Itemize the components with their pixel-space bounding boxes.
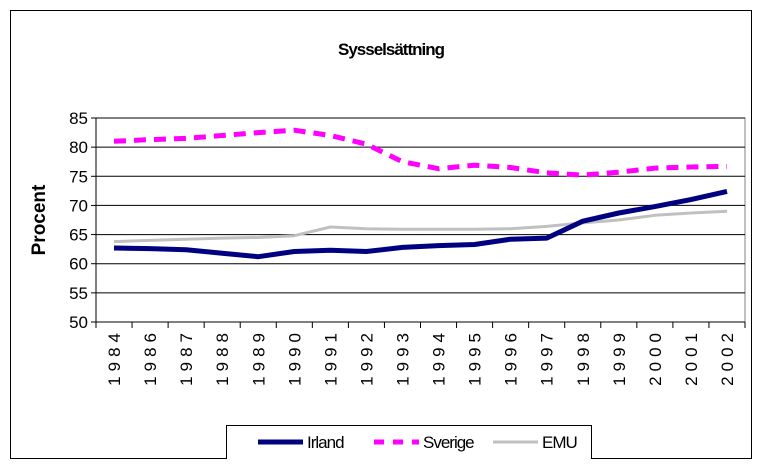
- x-tick-label: 2000: [646, 328, 665, 386]
- legend: Irland Sverige EMU: [226, 425, 592, 464]
- series-line-emu: [113, 209, 728, 244]
- series-line-irland: [113, 188, 728, 260]
- x-tick-label: 2001: [682, 328, 701, 386]
- plot-area: [95, 117, 746, 323]
- x-tick-label: 1992: [357, 328, 376, 386]
- y-tick-label: 75: [69, 167, 88, 186]
- y-axis-label: Procent: [29, 184, 50, 255]
- y-tick-label: 85: [69, 109, 88, 128]
- x-tick-label: 1991: [321, 328, 340, 386]
- x-tick-label: 1996: [502, 328, 521, 386]
- series-lines: [113, 127, 728, 260]
- y-tick-label: 55: [69, 284, 88, 303]
- y-tick-label: 60: [69, 255, 88, 274]
- x-tick-label: 1997: [538, 328, 557, 386]
- series-line-sverige: [113, 127, 728, 178]
- y-tick-label: 50: [69, 313, 88, 332]
- x-tick-label: 1988: [213, 328, 232, 386]
- x-tick-label: 1987: [177, 328, 196, 386]
- y-tick-labels: 50 55 60 65 70 75 80 85: [69, 109, 88, 332]
- x-tick-labels: 1984 1986 1987 1988 1989 1990 1991 1992 1993 1994…: [105, 328, 737, 386]
- y-tick-label: 65: [69, 226, 88, 245]
- x-tick-label: 1998: [574, 328, 593, 386]
- chart-title: Sysselsättning: [338, 40, 445, 59]
- x-tick-label: 1984: [105, 328, 124, 386]
- x-tick-label: 2002: [718, 328, 737, 386]
- legend-label-irland: Irland: [307, 433, 344, 452]
- x-tick-label: 1990: [285, 328, 304, 386]
- y-tick-label: 70: [69, 196, 88, 215]
- legend-box: [226, 425, 592, 464]
- axes: [95, 118, 746, 328]
- x-tick-label: 1989: [249, 328, 268, 386]
- x-tick-label: 1986: [141, 328, 160, 386]
- legend-label-emu: EMU: [542, 433, 577, 452]
- y-tick-label: 80: [69, 138, 88, 157]
- legend-label-sverige: Sverige: [423, 433, 474, 452]
- x-tick-label: 1994: [430, 328, 449, 386]
- x-tick-label: 1999: [610, 328, 629, 386]
- x-tick-label: 1993: [393, 328, 412, 386]
- x-tick-label: 1995: [466, 328, 485, 386]
